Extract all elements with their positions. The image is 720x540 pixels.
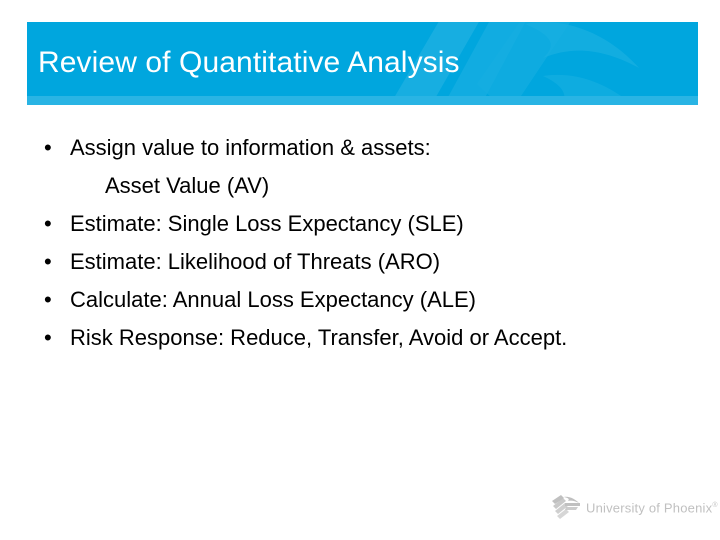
title-banner: Review of Quantitative Analysis <box>27 22 698 105</box>
brand-logo-label: University of Phoenix® <box>586 498 718 516</box>
list-item: • Calculate: Annual Loss Expectancy (ALE… <box>30 281 720 319</box>
list-item: • Risk Response: Reduce, Transfer, Avoid… <box>30 319 720 357</box>
list-item-label: Assign value to information & assets: <box>70 135 431 160</box>
bullet-marker-icon: • <box>44 287 52 312</box>
bullet-marker-icon: • <box>44 211 52 236</box>
title-accent-strip <box>27 96 698 105</box>
brand-name: University of Phoenix <box>586 500 713 516</box>
list-item-label: Estimate: Likelihood of Threats (ARO) <box>70 249 441 274</box>
list-item: • Estimate: Likelihood of Threats (ARO) <box>30 243 720 281</box>
list-item: • Estimate: Single Loss Expectancy (SLE) <box>30 205 720 243</box>
bullet-marker-icon: • <box>44 249 52 274</box>
list-item-sub-label: Asset Value (AV) <box>105 173 270 198</box>
registered-mark: ® <box>712 501 718 509</box>
list-item: • Assign value to information & assets: <box>30 129 720 167</box>
list-item-label: Calculate: Annual Loss Expectancy (ALE) <box>70 287 477 312</box>
bullet-marker-icon: • <box>44 135 52 160</box>
list-item-label: Estimate: Single Loss Expectancy (SLE) <box>70 211 464 236</box>
list-item-label: Risk Response: Reduce, Transfer, Avoid o… <box>70 325 568 350</box>
phoenix-bird-icon <box>552 495 580 519</box>
bullet-marker-icon: • <box>44 325 52 350</box>
bullet-list: • Assign value to information & assets: … <box>30 129 720 357</box>
list-item-sub: Asset Value (AV) <box>30 167 720 205</box>
page-title: Review of Quantitative Analysis <box>38 46 460 79</box>
brand-logo: University of Phoenix® <box>551 490 717 524</box>
